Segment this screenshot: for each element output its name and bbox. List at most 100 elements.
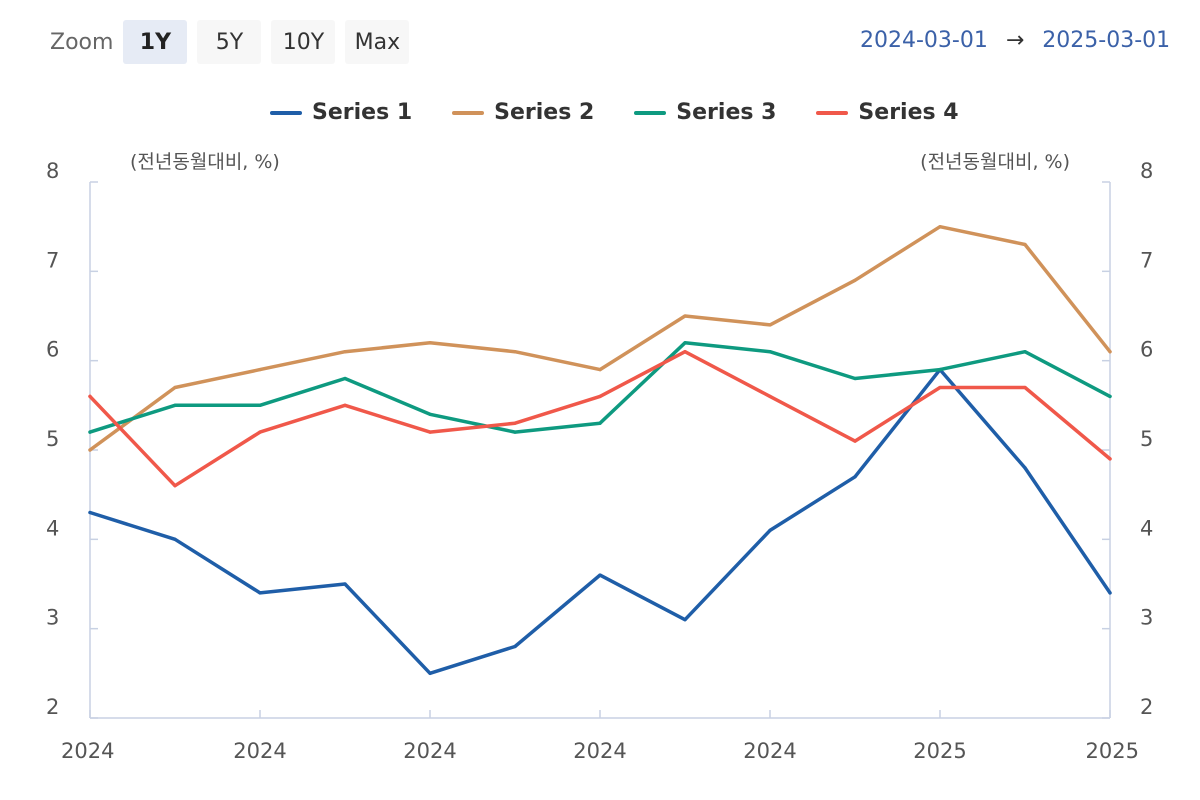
right-y-tick-label: 5 [1140, 427, 1153, 451]
series-4-point[interactable] [853, 439, 857, 443]
chart-legend: Series 1 Series 2 Series 3 Series 4 [270, 100, 999, 125]
series-2-point[interactable] [428, 341, 432, 345]
series-2-point[interactable] [1023, 242, 1027, 247]
legend-swatch-series-4 [816, 110, 849, 115]
series-2-line[interactable] [88, 224, 1112, 452]
series-2-point[interactable] [938, 225, 942, 229]
series-1-point[interactable] [683, 618, 687, 622]
series-3-point[interactable] [683, 341, 687, 345]
right-y-tick-label: 2 [1140, 695, 1153, 719]
legend-label-series-1: Series 1 [312, 100, 413, 125]
series-3-point[interactable] [258, 403, 262, 407]
right-y-tick-label: 8 [1140, 159, 1153, 183]
series-4-point[interactable] [768, 394, 772, 398]
zoom-label: Zoom [50, 29, 114, 55]
series-4-point[interactable] [1023, 385, 1027, 390]
series-4-point[interactable] [938, 385, 942, 390]
series-3-point[interactable] [1108, 394, 1112, 398]
left-y-tick-label: 7 [46, 248, 59, 272]
legend-item-series-3[interactable]: Series 3 [634, 100, 776, 125]
series-3-point[interactable] [343, 376, 347, 381]
series-3-point[interactable] [1023, 350, 1027, 354]
series-2-point[interactable] [768, 323, 772, 327]
axes: 2 2 3 3 4 4 5 5 6 6 7 7 8 8 2024 2024 2024 2024 2024 2025 20… [46, 159, 1153, 763]
series-1-point[interactable] [343, 582, 347, 586]
range-arrow-icon: → [1005, 28, 1025, 53]
range-from-input[interactable]: 2024-03-01 [860, 28, 988, 53]
series-1-point[interactable] [853, 475, 857, 479]
legend-label-series-2: Series 2 [494, 100, 595, 125]
legend-swatch-series-2 [452, 110, 485, 115]
right-axis-unit-label: (전년동월대비, %) [920, 151, 1070, 173]
series-3-point[interactable] [938, 368, 942, 372]
series-4-point[interactable] [343, 403, 347, 407]
series-2-point[interactable] [173, 385, 177, 390]
zoom-1y-button[interactable]: 1Y [123, 20, 188, 64]
left-y-tick-label: 6 [46, 338, 59, 362]
series-3-point[interactable] [428, 412, 432, 416]
legend-swatch-series-1 [270, 110, 302, 115]
series-1-point[interactable] [173, 537, 177, 541]
x-tick-label: 2025 [913, 739, 966, 763]
series-1-point[interactable] [768, 528, 772, 533]
zoom-10y-button[interactable]: 10Y [271, 20, 336, 64]
legend-label-series-4: Series 4 [858, 100, 959, 125]
legend-item-series-1[interactable]: Series 1 [270, 100, 412, 125]
series-2-point[interactable] [88, 448, 92, 452]
x-tick-label: 2024 [61, 739, 114, 763]
series-4-point[interactable] [683, 350, 687, 354]
legend-label-series-3: Series 3 [676, 100, 777, 125]
series-3-point[interactable] [853, 376, 857, 381]
series-2-point[interactable] [598, 368, 602, 372]
right-y-tick-label: 4 [1140, 516, 1153, 540]
zoom-bar: Zoom 1Y 5Y 10Y Max [50, 20, 419, 64]
series-4-point[interactable] [1108, 457, 1112, 461]
zoom-max-button[interactable]: Max [345, 20, 410, 64]
x-tick-label: 2024 [233, 739, 286, 763]
right-y-tick-label: 3 [1140, 606, 1153, 630]
series-2-point[interactable] [853, 278, 857, 282]
x-tick-label: 2024 [743, 739, 796, 763]
series-3-point[interactable] [173, 403, 177, 407]
series-4-point[interactable] [428, 430, 432, 434]
series-4-point[interactable] [173, 484, 177, 488]
date-range: 2024-03-01 → 2025-03-01 [860, 28, 1170, 53]
series-3-point[interactable] [598, 421, 602, 425]
x-tick-label: 2024 [403, 739, 456, 763]
x-tick-label: 2025 [1086, 739, 1139, 763]
series-4-point[interactable] [598, 394, 602, 398]
series-1-point[interactable] [1023, 466, 1027, 470]
left-y-tick-label: 3 [46, 606, 59, 630]
left-y-tick-label: 8 [46, 159, 59, 183]
series-4-point[interactable] [513, 421, 517, 425]
series-3-point[interactable] [513, 430, 517, 434]
left-axis-unit-label: (전년동월대비, %) [130, 151, 280, 173]
series-1-line[interactable] [88, 367, 1112, 676]
range-to-input[interactable]: 2025-03-01 [1042, 28, 1171, 53]
series-3-point[interactable] [88, 430, 92, 434]
series-2-point[interactable] [258, 368, 262, 372]
left-y-tick-label: 5 [46, 427, 59, 451]
series-2-point[interactable] [683, 314, 687, 318]
series-2-point[interactable] [343, 350, 347, 354]
series-1-point[interactable] [513, 644, 517, 649]
series-1-point[interactable] [258, 591, 262, 595]
series-1-point[interactable] [88, 510, 92, 515]
left-y-tick-label: 2 [46, 695, 59, 719]
zoom-5y-button[interactable]: 5Y [197, 20, 262, 64]
legend-swatch-series-3 [634, 110, 667, 115]
series-1-point[interactable] [1108, 591, 1112, 595]
series-2-point[interactable] [1108, 350, 1112, 354]
legend-item-series-2[interactable]: Series 2 [452, 100, 594, 125]
series-3-point[interactable] [768, 350, 772, 354]
series-1-point[interactable] [428, 671, 432, 675]
series-1-point[interactable] [598, 573, 602, 577]
series-2-point[interactable] [513, 350, 517, 354]
right-y-tick-label: 7 [1140, 248, 1153, 272]
series-4-point[interactable] [258, 430, 262, 434]
legend-item-series-4[interactable]: Series 4 [816, 100, 959, 125]
left-y-tick-label: 4 [46, 516, 59, 540]
x-tick-label: 2024 [573, 739, 626, 763]
series-4-point[interactable] [88, 394, 92, 398]
